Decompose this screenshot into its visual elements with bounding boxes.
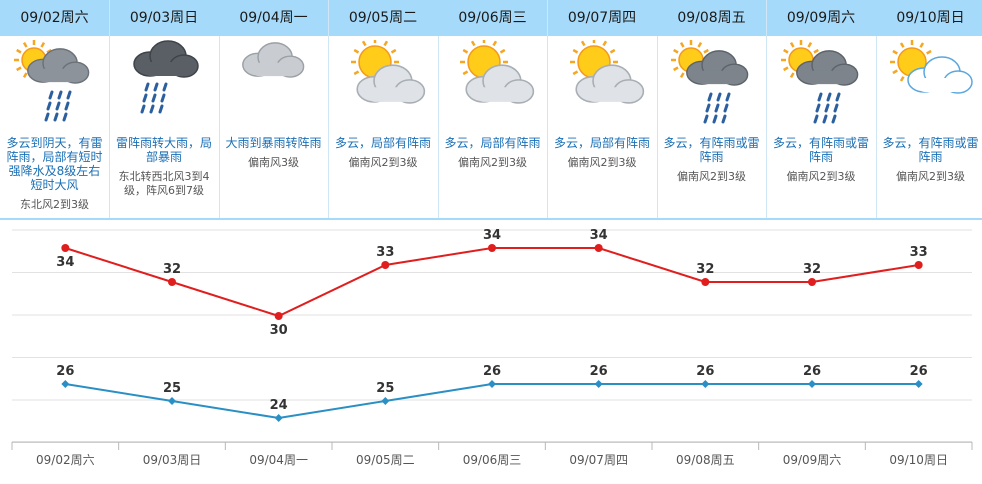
partly-cloudy-icon	[329, 40, 439, 132]
data-point	[168, 397, 176, 405]
data-label: 32	[803, 262, 821, 277]
partly-cloudy-icon	[438, 40, 548, 132]
data-label: 26	[590, 364, 608, 379]
wind-info: 偏南风3级	[248, 156, 299, 169]
data-point	[488, 244, 496, 252]
data-label: 25	[376, 381, 394, 396]
forecast-panel: 09/02周六 多云到阴天，有雷阵雨，局部有短时强降水及8级左右短时大风东北风2…	[0, 0, 982, 220]
data-label: 26	[803, 364, 821, 379]
data-point	[274, 414, 283, 422]
day-date: 09/03周日	[109, 0, 219, 36]
wind-info: 偏南风2到3级	[458, 156, 527, 169]
temperature-chart: 09/02周六 09/03周日 09/04周一 09/05周二 09/06周三 09/07…	[11, 228, 973, 467]
thunder-rain-icon	[110, 40, 220, 132]
sun-cloud-rain-icon	[657, 40, 767, 132]
data-point	[808, 278, 816, 286]
data-label: 25	[163, 381, 181, 396]
data-label: 26	[483, 364, 501, 379]
day-column: 09/05周二 多云，局部有阵雨 偏南风2到3级	[328, 0, 439, 220]
x-tick-label: 09/09周六	[783, 453, 842, 467]
data-point	[274, 312, 283, 320]
x-tick-label: 09/02周六	[36, 453, 95, 467]
weather-description: 多云到阴天，有雷阵雨，局部有短时强降水及8级左右短时大风	[6, 136, 103, 192]
x-tick-label: 09/07周四	[569, 453, 628, 467]
data-point	[61, 244, 70, 252]
weather-description: 多云，有阵雨或雷阵雨	[663, 136, 760, 164]
weather-description: 雷阵雨转大雨，局部暴雨	[115, 136, 212, 164]
data-point	[594, 380, 603, 388]
data-point	[594, 244, 603, 252]
x-tick-label: 09/06周三	[463, 453, 522, 467]
weather-description: 多云，有阵雨或雷阵雨	[882, 136, 979, 164]
day-date: 09/05周二	[328, 0, 438, 36]
cloudy-sun-rain-icon	[0, 40, 110, 132]
data-label: 30	[270, 323, 288, 338]
data-point	[914, 261, 923, 269]
weather-description: 大雨到暴雨转阵雨	[225, 136, 322, 150]
panel-divider	[0, 218, 982, 220]
data-label: 33	[376, 245, 394, 260]
day-column: 09/07周四 多云，局部有阵雨 偏南风2到3级	[547, 0, 658, 220]
data-label: 26	[696, 364, 714, 379]
sun-light-cloud-icon	[876, 40, 982, 132]
x-tick-label: 09/08周五	[676, 453, 735, 467]
data-point	[61, 380, 70, 388]
day-column: 09/08周五 多云，有阵雨或雷阵雨偏南风2到3级	[657, 0, 767, 220]
day-date: 09/06周三	[438, 0, 547, 36]
data-point	[381, 397, 390, 405]
data-label: 34	[56, 255, 74, 270]
day-date: 09/08周五	[657, 0, 766, 36]
series-line	[65, 247, 919, 318]
sun-cloud-rain-icon	[767, 40, 877, 132]
data-label: 26	[910, 364, 928, 379]
data-label: 24	[270, 398, 288, 413]
wind-info: 偏南风2到3级	[896, 170, 965, 183]
series-line	[65, 383, 919, 420]
partly-cloudy-icon	[548, 40, 658, 132]
x-tick-label: 09/04周一	[249, 453, 308, 467]
day-column: 09/04周一 大雨到暴雨转阵雨 偏南风3级	[219, 0, 329, 220]
weather-description: 多云，局部有阵雨	[334, 136, 431, 150]
data-label: 34	[590, 228, 608, 243]
day-date: 09/07周四	[547, 0, 657, 36]
wind-info: 偏南风2到3级	[348, 156, 418, 169]
data-label: 32	[163, 262, 181, 277]
day-column: 09/06周三 多云，局部有阵雨 偏南风2到3级	[438, 0, 548, 220]
wind-info: 偏南风2到3级	[567, 156, 637, 169]
day-column: 09/10周日 多云，有阵雨或雷阵雨偏南风2到3级	[876, 0, 982, 220]
data-point	[914, 380, 923, 388]
x-tick-label: 09/03周日	[143, 453, 202, 467]
data-point	[381, 261, 390, 269]
data-point	[701, 380, 710, 388]
day-date: 09/09周六	[766, 0, 876, 36]
data-label: 32	[696, 262, 714, 277]
overcast-icon	[219, 40, 329, 132]
x-tick-label: 09/05周二	[356, 453, 415, 467]
data-point	[168, 278, 176, 286]
weather-description: 多云，局部有阵雨	[444, 136, 541, 150]
data-point	[808, 380, 816, 388]
x-tick-label: 09/10周日	[889, 453, 948, 467]
wind-info: 东北转西北风3到4级，阵风6到7级	[118, 170, 210, 197]
day-date: 09/02周六	[0, 0, 109, 36]
weather-description: 多云，有阵雨或雷阵雨	[772, 136, 869, 164]
data-point	[488, 380, 496, 388]
wind-info: 偏南风2到3级	[677, 170, 746, 183]
weather-description: 多云，局部有阵雨	[553, 136, 650, 150]
day-column: 09/02周六 多云到阴天，有雷阵雨，局部有短时强降水及8级左右短时大风东北风2…	[0, 0, 110, 220]
day-column: 09/09周六 多云，有阵雨或雷阵雨偏南风2到3级	[766, 0, 877, 220]
day-column: 09/03周日 雷阵雨转大雨，局部暴雨 东北转西北风3到4级，阵风6到7级	[109, 0, 220, 220]
data-label: 34	[483, 228, 501, 243]
data-label: 26	[56, 364, 74, 379]
day-date: 09/04周一	[219, 0, 328, 36]
day-date: 09/10周日	[876, 0, 982, 36]
wind-info: 东北风2到3级	[20, 198, 89, 211]
data-point	[701, 278, 710, 286]
data-label: 33	[910, 245, 928, 260]
wind-info: 偏南风2到3级	[786, 170, 856, 183]
